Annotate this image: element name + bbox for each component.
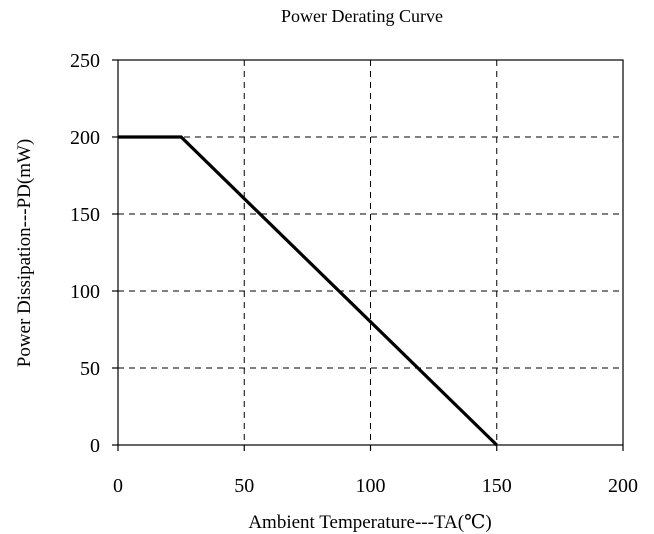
y-axis-ticks: 0 50 100 150 200 250 [70, 50, 118, 457]
x-tick-label: 150 [482, 475, 512, 497]
x-axis-label: Ambient Temperature---TA(℃) [248, 512, 491, 533]
y-tick-label: 200 [70, 127, 100, 149]
y-tick-label: 0 [90, 435, 100, 457]
y-tick-label: 250 [70, 50, 100, 72]
series-layer [118, 135, 498, 447]
series-line [118, 135, 498, 447]
y-axis-label: Power Dissipation---PD(mW) [14, 139, 35, 368]
x-tick-label: 0 [113, 475, 123, 497]
x-tick-label: 100 [356, 475, 386, 497]
y-tick-label: 100 [70, 281, 100, 303]
y-tick-label: 50 [80, 358, 100, 380]
grid-lines [118, 60, 623, 445]
x-tick-label: 200 [608, 475, 638, 497]
x-tick-label: 50 [234, 475, 254, 497]
x-axis-ticks: 0 50 100 150 200 [113, 445, 638, 497]
chart-title: Power Derating Curve [281, 6, 443, 26]
y-tick-label: 150 [70, 204, 100, 226]
